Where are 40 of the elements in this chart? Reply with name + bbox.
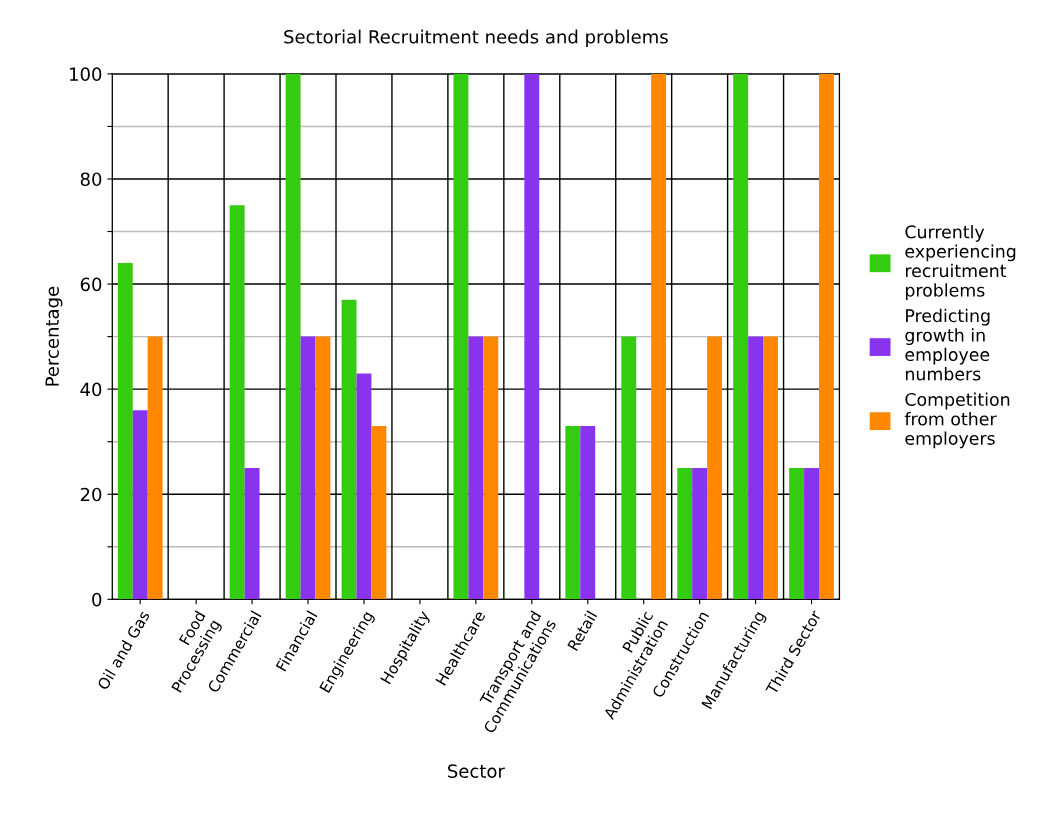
bar — [677, 467, 693, 600]
bar — [229, 205, 245, 600]
bar — [244, 467, 260, 600]
bar — [733, 73, 749, 600]
bar — [300, 336, 316, 600]
y-tick-label: 0 — [92, 592, 102, 607]
bar — [789, 467, 805, 600]
bar — [565, 425, 581, 600]
chart-title: Sectorial Recruitment needs and problems — [284, 29, 668, 48]
bar — [285, 73, 301, 600]
bar — [748, 336, 764, 600]
bar — [147, 336, 163, 600]
bar — [483, 336, 499, 600]
bar — [371, 425, 387, 600]
y-tick-label: 40 — [80, 382, 102, 397]
legend-label: Currently experiencing recruitment problems — [905, 224, 1016, 301]
bar — [651, 73, 667, 600]
y-tick-label: 80 — [80, 172, 102, 187]
bar — [468, 336, 484, 600]
y-tick-label: 60 — [80, 277, 102, 292]
bar — [763, 336, 778, 600]
bar — [804, 467, 819, 600]
bar — [356, 373, 372, 600]
bar — [132, 410, 148, 600]
legend-label: Predicting growth in employee numbers — [905, 308, 990, 381]
y-axis-title: Percentage — [45, 286, 63, 386]
bar — [341, 299, 357, 600]
bar — [580, 425, 596, 600]
bar — [707, 336, 723, 600]
y-tick-label: 20 — [80, 487, 102, 502]
bar — [453, 73, 469, 600]
bar — [117, 263, 133, 600]
bar — [692, 467, 708, 600]
x-axis-title: Sector — [448, 764, 505, 778]
legend-label: Competition from other employers — [904, 392, 1010, 449]
bar — [621, 336, 637, 600]
bar — [315, 336, 331, 600]
y-tick-label: 100 — [70, 67, 102, 82]
bar — [819, 73, 834, 600]
bar — [524, 73, 540, 600]
